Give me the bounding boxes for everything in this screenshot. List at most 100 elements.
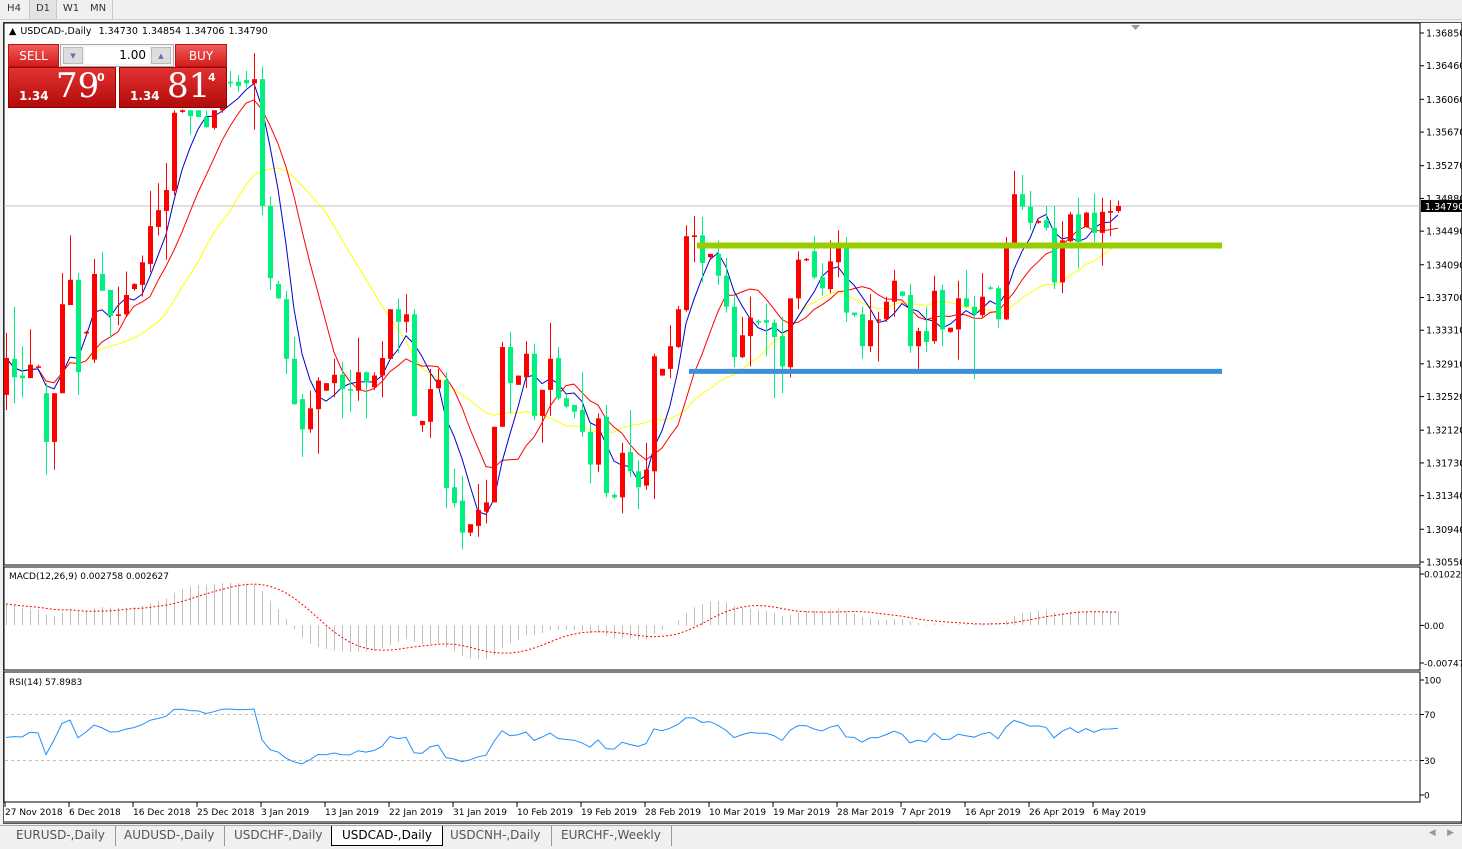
candle-down xyxy=(348,389,353,391)
candle-down xyxy=(196,110,201,117)
date-tick-label: 27 Nov 2018 xyxy=(5,808,63,818)
candle-down xyxy=(780,336,785,367)
toolbar-divider xyxy=(112,0,113,20)
lot-decrease-icon[interactable]: ▼ xyxy=(63,47,83,64)
timeframe-w1[interactable]: W1 xyxy=(62,3,80,14)
sell-button[interactable]: SELL xyxy=(8,44,59,67)
candle-up xyxy=(332,374,337,384)
tab-eurchf[interactable]: EURCHF-,Weekly xyxy=(551,826,672,846)
tab-eurusd[interactable]: EURUSD-,Daily xyxy=(6,826,116,846)
timeframe-d1[interactable]: D1 xyxy=(29,0,57,19)
candle-down xyxy=(460,500,465,533)
candle-up xyxy=(388,309,393,359)
candle-up xyxy=(92,273,97,360)
buy-price-box[interactable]: 1.34 81 4 xyxy=(119,66,227,108)
tab-usdcnh[interactable]: USDCNH-,Daily xyxy=(440,826,552,846)
candle-up xyxy=(1012,194,1017,248)
candle-up xyxy=(36,366,41,368)
macd-tick-label: 0.00 xyxy=(1424,622,1444,632)
candle-down xyxy=(1076,214,1081,243)
candle-up xyxy=(500,347,505,427)
candle-up xyxy=(524,353,529,378)
candle-up xyxy=(420,420,425,426)
candle-up xyxy=(956,298,961,330)
lot-size-stepper[interactable]: ▼ 1.00 ▲ xyxy=(60,44,174,67)
rsi-label: RSI(14) 57.8983 xyxy=(9,678,82,688)
rsi-line xyxy=(5,708,1119,765)
main-plot-frame xyxy=(3,22,1421,566)
candle-down xyxy=(764,320,769,323)
candle-down xyxy=(852,312,857,316)
candle-up xyxy=(652,356,657,472)
candle-up xyxy=(596,418,601,465)
candle-up xyxy=(892,280,897,302)
candle-down xyxy=(1020,194,1025,207)
price-tick-label: 1.34880 xyxy=(1426,194,1462,205)
candle-up xyxy=(52,393,57,442)
candle-up xyxy=(484,502,489,512)
lot-size-input[interactable]: 1.00 xyxy=(85,47,149,64)
candle-up xyxy=(932,290,937,342)
macd-label: MACD(12,26,9) 0.002758 0.002627 xyxy=(9,572,169,582)
candle-up xyxy=(212,110,217,128)
candle-up xyxy=(404,314,409,322)
candle-down xyxy=(1028,206,1033,223)
chart-window[interactable] xyxy=(3,22,1462,824)
price-tick-label: 1.30550 xyxy=(1426,558,1462,569)
candle-down xyxy=(228,81,233,84)
scroll-right-icon[interactable]: ▶ xyxy=(1447,828,1454,838)
candle-up xyxy=(660,368,665,376)
lot-increase-icon[interactable]: ▲ xyxy=(151,47,171,64)
collapse-triangle-icon[interactable]: ▲ xyxy=(9,26,17,37)
price-tick-label: 1.33310 xyxy=(1426,326,1462,337)
chart-header: ▲ USDCAD-,Daily 1.34730 1.34854 1.34706 1.34… xyxy=(9,26,272,37)
timeframe-mn[interactable]: MN xyxy=(89,3,107,14)
candle-up xyxy=(156,210,161,227)
candle-up xyxy=(708,253,713,258)
candle-down xyxy=(268,205,273,279)
candle-up xyxy=(116,314,121,316)
scroll-left-icon[interactable]: ◀ xyxy=(1428,828,1436,838)
date-tick-label: 10 Feb 2019 xyxy=(517,808,573,818)
candle-down xyxy=(44,393,49,442)
sell-price-pipette: 0 xyxy=(97,71,105,84)
tab-scroll-arrows[interactable]: ◀ ▶ xyxy=(1429,828,1454,838)
candle-up xyxy=(948,327,953,332)
candle-down xyxy=(76,279,81,373)
candle-down xyxy=(756,321,761,323)
candle-down xyxy=(100,273,105,291)
candle-down xyxy=(236,81,241,86)
candle-down xyxy=(204,116,209,128)
candle-up xyxy=(60,304,65,394)
buy-price-prefix: 1.34 xyxy=(130,89,160,103)
candle-up xyxy=(476,509,481,526)
buy-price-main: 81 xyxy=(167,66,211,106)
candle-up xyxy=(980,296,985,316)
tab-usdchf[interactable]: USDCHF-,Daily xyxy=(224,826,334,846)
candle-up xyxy=(324,383,329,391)
sell-price-prefix: 1.34 xyxy=(19,89,49,103)
candle-down xyxy=(20,375,25,379)
candle-up xyxy=(468,524,473,533)
date-tick-label: 16 Dec 2018 xyxy=(133,808,191,818)
timeframe-h4[interactable]: H4 xyxy=(7,3,21,14)
symbol-label: USDCAD-,Daily xyxy=(20,26,92,37)
date-tick-label: 6 Dec 2018 xyxy=(69,808,121,818)
candle-down xyxy=(108,289,113,316)
candle-up xyxy=(1108,211,1113,213)
tab-audusd[interactable]: AUDUSD-,Daily xyxy=(114,826,226,846)
sell-price-box[interactable]: 1.34 79 0 xyxy=(8,66,116,108)
tab-usdcad[interactable]: USDCAD-,Daily xyxy=(331,826,443,846)
candle-up xyxy=(372,375,377,388)
candle-up xyxy=(548,358,553,390)
low-value: 1.34706 xyxy=(185,26,225,37)
candle-up xyxy=(828,261,833,290)
buy-button[interactable]: BUY xyxy=(175,44,227,67)
candle-down xyxy=(572,404,577,412)
date-tick-label: 22 Jan 2019 xyxy=(389,808,443,818)
candle-up xyxy=(540,389,545,416)
candle-down xyxy=(364,372,369,383)
candle-down xyxy=(628,452,633,472)
candle-up xyxy=(1060,240,1065,283)
